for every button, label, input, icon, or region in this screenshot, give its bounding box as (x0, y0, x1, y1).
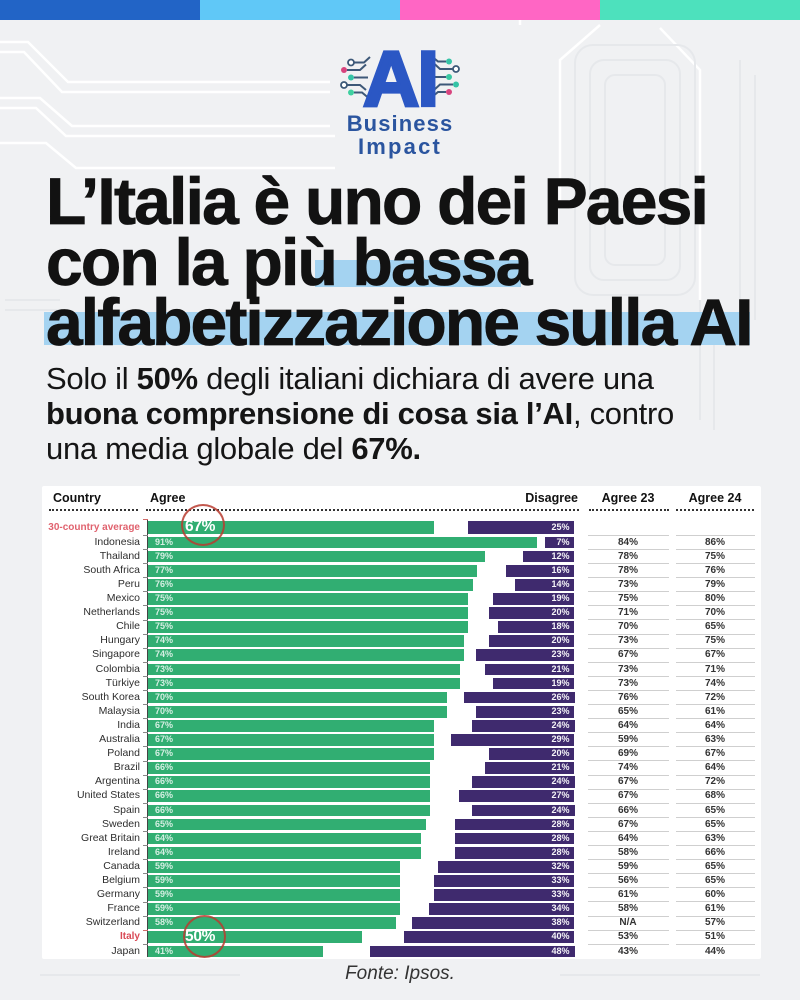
svg-text:Business: Business (347, 111, 454, 136)
svg-text:AI: AI (363, 40, 437, 123)
svg-text:Impact: Impact (358, 134, 442, 159)
